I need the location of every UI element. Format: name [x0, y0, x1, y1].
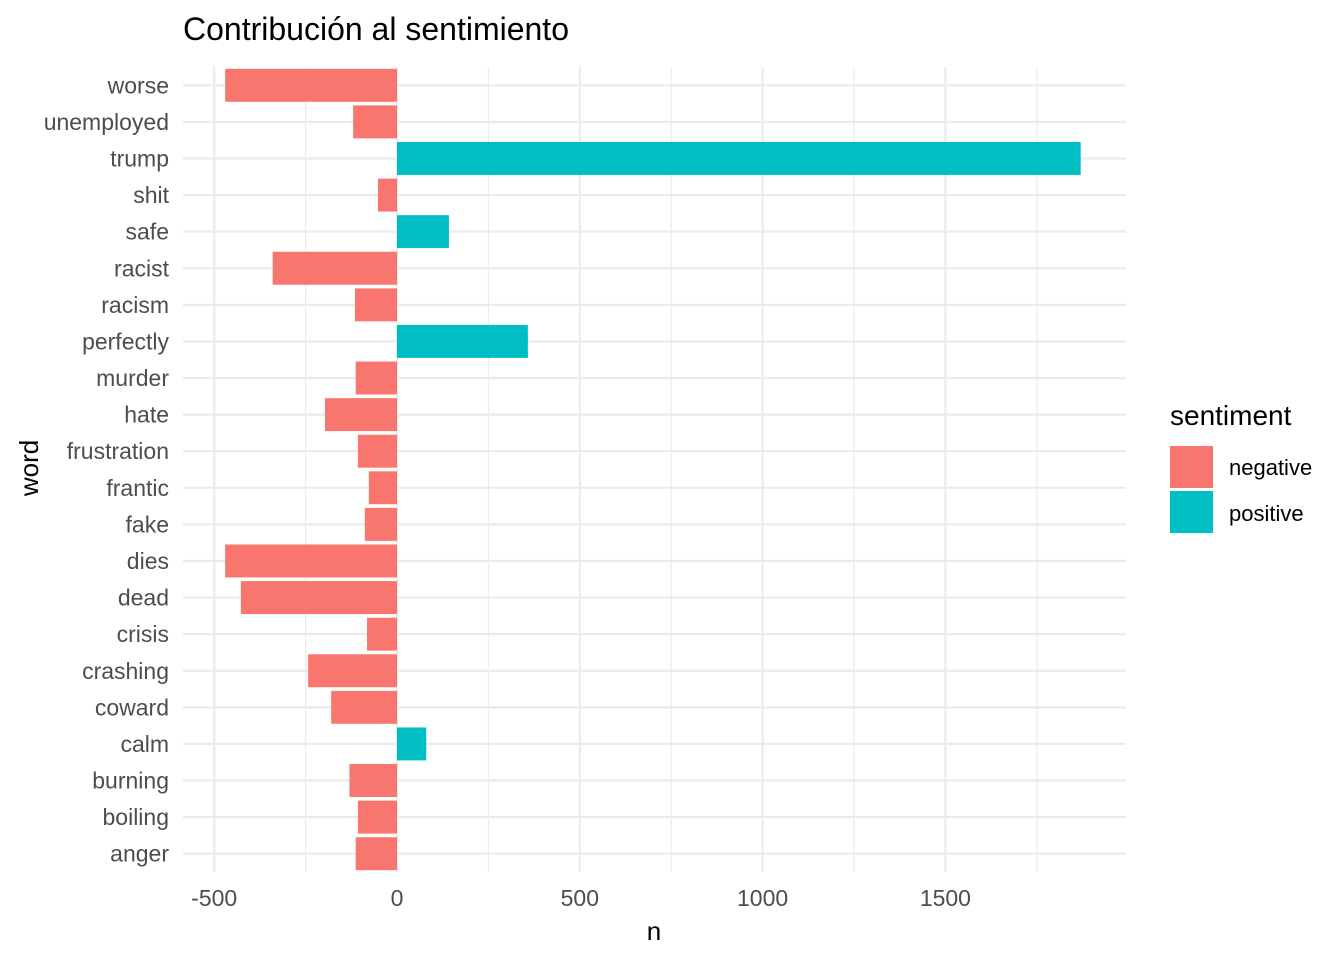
bar-crisis: [367, 617, 397, 651]
bar-calm: [397, 727, 427, 761]
bar-burning: [349, 764, 397, 797]
bars: [225, 68, 1081, 871]
bar-perfectly: [397, 324, 528, 358]
bar-dead: [240, 581, 397, 615]
x-tick-label: 500: [561, 885, 599, 911]
bar-shit: [377, 178, 397, 212]
chart-title: Contribución al sentimiento: [183, 11, 569, 47]
y-tick-label: fake: [126, 511, 169, 537]
y-tick-label: frantic: [106, 475, 169, 501]
bar-frustration: [357, 434, 397, 468]
y-tick-label: murder: [96, 365, 169, 391]
y-tick-label: trump: [110, 145, 169, 171]
bar-racism: [354, 288, 397, 322]
y-tick-label: dead: [118, 585, 169, 611]
y-tick-label: crisis: [117, 621, 169, 647]
x-tick-label: 1500: [920, 885, 971, 911]
x-tick-label: 0: [391, 885, 404, 911]
y-tick-label: frustration: [67, 438, 169, 464]
y-tick-label: hate: [124, 402, 169, 428]
legend-label-positive: positive: [1229, 501, 1304, 526]
y-tick-label: worse: [107, 72, 169, 98]
bar-unemployed: [353, 105, 397, 139]
y-axis-title: word: [14, 440, 44, 497]
y-tick-label: racist: [114, 255, 170, 281]
bar-boiling: [357, 800, 397, 834]
bar-murder: [355, 361, 397, 395]
y-tick-label: anger: [110, 841, 169, 867]
legend-swatch-positive: [1170, 491, 1213, 533]
bar-coward: [331, 690, 397, 724]
y-tick-label: shit: [133, 182, 169, 208]
legend-label-negative: negative: [1229, 455, 1312, 480]
x-tick-label: -500: [191, 885, 237, 911]
bar-hate: [324, 398, 397, 432]
bar-anger: [355, 837, 397, 871]
y-tick-label: burning: [92, 768, 169, 794]
x-tick-label: 1000: [737, 885, 788, 911]
y-tick-label: dies: [127, 548, 169, 574]
y-tick-label: coward: [95, 694, 169, 720]
bar-dies: [225, 544, 397, 578]
y-tick-label: racism: [101, 292, 169, 318]
y-tick-label: safe: [126, 219, 169, 245]
bar-trump: [397, 142, 1081, 175]
legend-swatch-negative: [1170, 446, 1213, 488]
legend-title: sentiment: [1170, 400, 1292, 431]
bar-worse: [225, 68, 397, 102]
y-tick-label: boiling: [103, 804, 170, 830]
bar-frantic: [368, 471, 397, 505]
y-tick-label: unemployed: [44, 109, 169, 135]
bar-fake: [364, 507, 397, 541]
y-axis-tick-labels: worse unemployed trump shit safe racist racism…: [44, 72, 170, 866]
bar-racist: [272, 251, 397, 285]
bar-safe: [397, 215, 449, 249]
bar-crashing: [308, 654, 397, 688]
x-axis-title: n: [647, 916, 661, 946]
y-tick-label: perfectly: [82, 328, 169, 354]
y-tick-label: calm: [120, 731, 169, 757]
legend: sentiment negative positive: [1170, 400, 1312, 533]
y-tick-label: crashing: [82, 658, 169, 684]
grid-lines: [183, 67, 1126, 872]
x-axis-tick-labels: -500 0 500 1000 1500: [191, 885, 971, 911]
